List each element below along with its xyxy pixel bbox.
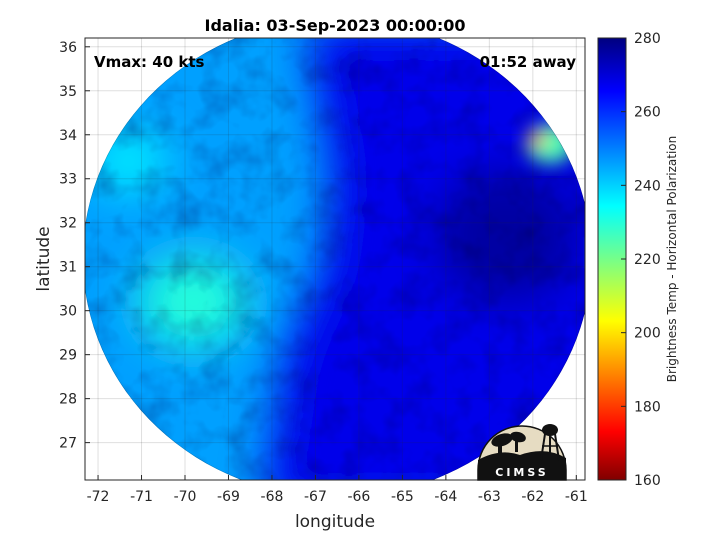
logo-hill [478, 451, 566, 480]
x-tick-label: -66 [347, 489, 370, 505]
x-axis-label: longitude [295, 512, 375, 532]
colorbar-tick-label: 220 [634, 252, 661, 268]
x-tick-label: -63 [478, 489, 501, 505]
x-tick-label: -65 [391, 489, 414, 505]
plot-frame [84, 37, 586, 481]
x-tick-label: -71 [130, 489, 153, 505]
x-tick-label: -67 [304, 489, 327, 505]
vmax-label: Vmax: 40 kts [94, 53, 204, 71]
y-tick-label: 32 [59, 216, 77, 232]
cimss-logo: CIMSS [477, 424, 567, 481]
colorbar-tick-label: 160 [634, 473, 661, 489]
y-tick-label: 29 [59, 348, 77, 364]
y-tick-label: 33 [59, 172, 77, 188]
water-tower-icon [540, 424, 560, 461]
y-tick-label: 27 [59, 436, 77, 452]
colorbar-tick-label: 280 [634, 31, 661, 47]
x-tick-label: -61 [565, 489, 588, 505]
y-tick-label: 34 [59, 128, 77, 144]
x-tick-label: -64 [434, 489, 457, 505]
x-tick-label: -62 [521, 489, 544, 505]
y-tick-label: 31 [59, 260, 77, 276]
colorbar-label: Brightness Temp - Horizontal Polarizatio… [665, 136, 679, 383]
y-tick-label: 35 [59, 84, 77, 100]
colorbar: 160 180 200 220 240 260 280 Brightness Temp - … [597, 31, 679, 489]
swath-footprint [85, 38, 585, 480]
logo-text: CIMSS [495, 466, 548, 479]
x-tick-label: -70 [174, 489, 197, 505]
time-offset-label: 01:52 away [480, 53, 577, 71]
x-tick-label: -69 [217, 489, 240, 505]
convective-cell [528, 132, 547, 147]
y-tick-label: 30 [59, 304, 77, 320]
chart-title: Idalia: 03-Sep-2023 00:00:00 [204, 16, 465, 35]
satellite-dish-icon [491, 431, 526, 455]
x-tick-label: -72 [87, 489, 110, 505]
y-tick-label: 36 [59, 40, 77, 56]
colorbar-tick-label: 180 [634, 399, 661, 415]
plot-area: -72 -71 -70 -69 -68 -67 -66 -65 -64 -63 -62 -61 272… [59, 37, 588, 505]
storm-core [431, 165, 582, 306]
y-tick-label: 28 [59, 392, 77, 408]
colorbar-tick-label: 260 [634, 105, 661, 121]
x-axis: -72 -71 -70 -69 -68 -67 -66 -65 -64 -63 -62 -61 [87, 475, 588, 505]
x-tick-label: -68 [261, 489, 284, 505]
cold-patch [138, 256, 249, 347]
y-axis: 27 28 29 30 31 32 33 34 35 36 [59, 40, 90, 452]
y-axis-label: latitude [34, 226, 54, 291]
colorbar-ticks: 160 180 200 220 240 260 280 [621, 31, 661, 489]
colorbar-tick-label: 240 [634, 178, 661, 194]
colorbar-tick-label: 200 [634, 326, 661, 342]
